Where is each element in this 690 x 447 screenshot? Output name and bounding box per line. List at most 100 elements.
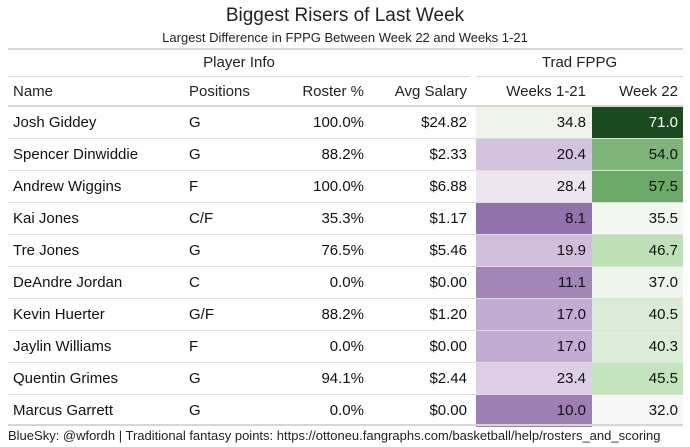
table-row: Kai Jones C/F 35.3% $1.17 8.1 35.5 <box>8 203 683 235</box>
weeks-1-21-color-fill <box>476 235 592 267</box>
week-22-color-fill <box>592 107 683 139</box>
row-divider <box>8 266 683 267</box>
player-name-cell: Spencer Dinwiddie <box>13 146 139 163</box>
weeks-1-21-cell: 23.4 <box>556 370 586 387</box>
weeks-1-21-cell: 28.4 <box>556 178 586 195</box>
week-22-color-fill <box>592 203 683 235</box>
player-name-cell: Marcus Garrett <box>13 402 114 419</box>
week-22-cell: 57.5 <box>648 178 678 195</box>
salary-cell: $0.00 <box>429 274 467 291</box>
bottom-rule <box>8 424 683 426</box>
week-22-cell: 71.0 <box>648 114 678 131</box>
player-name-cell: Kai Jones <box>13 210 79 227</box>
column-header-name: Name <box>13 83 54 100</box>
column-header-roster: Roster % <box>302 83 364 100</box>
weeks-1-21-color-fill <box>476 171 592 203</box>
salary-cell: $0.00 <box>429 338 467 355</box>
player-name-cell: Tre Jones <box>13 242 80 259</box>
weeks-1-21-cell: 10.0 <box>556 402 586 419</box>
salary-cell: $2.33 <box>429 146 467 163</box>
roster-cell: 94.1% <box>321 370 364 387</box>
row-divider <box>8 362 683 363</box>
column-header-week22: Week 22 <box>619 83 678 100</box>
positions-cell: C/F <box>189 210 214 227</box>
weeks-1-21-color-fill <box>476 107 592 139</box>
row-divider <box>8 330 683 331</box>
table-footer: BlueSky: @wfordh | Traditional fantasy p… <box>8 428 661 443</box>
group-rule-player-info <box>8 76 470 77</box>
column-header-salary: Avg Salary <box>394 83 467 100</box>
table-row: Jaylin Williams F 0.0% $0.00 17.0 40.3 <box>8 331 683 363</box>
week-22-cell: 46.7 <box>648 242 678 259</box>
roster-cell: 88.2% <box>321 146 364 163</box>
table-row: Josh Giddey G 100.0% $24.82 34.8 71.0 <box>8 107 683 139</box>
week-22-cell: 54.0 <box>648 146 678 163</box>
weeks-1-21-cell: 17.0 <box>556 306 586 323</box>
salary-cell: $1.20 <box>429 306 467 323</box>
weeks-1-21-color-fill <box>476 203 592 235</box>
row-divider <box>8 138 683 139</box>
weeks-1-21-cell: 19.9 <box>556 242 586 259</box>
positions-cell: G/F <box>189 306 214 323</box>
weeks-1-21-cell: 8.1 <box>565 210 586 227</box>
week-22-color-fill <box>592 299 683 331</box>
week-22-color-fill <box>592 235 683 267</box>
week-22-color-fill <box>592 395 683 427</box>
weeks-1-21-color-fill <box>476 363 592 395</box>
table-row: DeAndre Jordan C 0.0% $0.00 11.1 37.0 <box>8 267 683 299</box>
salary-cell: $6.88 <box>429 178 467 195</box>
roster-cell: 100.0% <box>313 114 364 131</box>
row-divider <box>8 170 683 171</box>
salary-cell: $0.00 <box>429 402 467 419</box>
weeks-1-21-cell: 20.4 <box>556 146 586 163</box>
roster-cell: 0.0% <box>329 402 364 419</box>
table-row: Quentin Grimes G 94.1% $2.44 23.4 45.5 <box>8 363 683 395</box>
week-22-cell: 32.0 <box>648 402 678 419</box>
row-divider <box>8 234 683 235</box>
group-rule-trad-fppg <box>476 76 683 77</box>
group-header-player-info: Player Info <box>203 54 275 71</box>
roster-cell: 76.5% <box>321 242 364 259</box>
salary-cell: $5.46 <box>429 242 467 259</box>
player-name-cell: Jaylin Williams <box>13 338 112 355</box>
group-header-trad-fppg: Trad FPPG <box>541 54 618 71</box>
week-22-color-fill <box>592 363 683 395</box>
roster-cell: 100.0% <box>313 178 364 195</box>
weeks-1-21-color-fill <box>476 395 592 427</box>
table-row: Kevin Huerter G/F 88.2% $1.20 17.0 40.5 <box>8 299 683 331</box>
positions-cell: G <box>189 402 201 419</box>
weeks-1-21-color-fill <box>476 299 592 331</box>
player-name-cell: Andrew Wiggins <box>13 178 122 195</box>
column-header-positions: Positions <box>189 83 250 100</box>
positions-cell: F <box>189 178 199 195</box>
positions-cell: C <box>189 274 200 291</box>
positions-cell: G <box>189 242 201 259</box>
weeks-1-21-cell: 34.8 <box>556 114 586 131</box>
week-22-cell: 40.5 <box>648 306 678 323</box>
header-rule <box>8 105 683 107</box>
player-name-cell: DeAndre Jordan <box>13 274 123 291</box>
roster-cell: 88.2% <box>321 306 364 323</box>
row-divider <box>8 394 683 395</box>
weeks-1-21-cell: 17.0 <box>556 338 586 355</box>
player-name-cell: Kevin Huerter <box>13 306 105 323</box>
salary-cell: $24.82 <box>421 114 467 131</box>
table-row: Tre Jones G 76.5% $5.46 19.9 46.7 <box>8 235 683 267</box>
roster-cell: 0.0% <box>329 274 364 291</box>
row-divider <box>8 202 683 203</box>
positions-cell: G <box>189 146 201 163</box>
weeks-1-21-color-fill <box>476 139 592 171</box>
week-22-cell: 35.5 <box>648 210 678 227</box>
positions-cell: F <box>189 338 199 355</box>
week-22-color-fill <box>592 139 683 171</box>
table-row: Spencer Dinwiddie G 88.2% $2.33 20.4 54.0 <box>8 139 683 171</box>
positions-cell: G <box>189 114 201 131</box>
weeks-1-21-color-fill <box>476 267 592 299</box>
salary-cell: $1.17 <box>429 210 467 227</box>
table-row: Andrew Wiggins F 100.0% $6.88 28.4 57.5 <box>8 171 683 203</box>
week-22-color-fill <box>592 331 683 363</box>
player-name-cell: Quentin Grimes <box>13 370 119 387</box>
weeks-1-21-cell: 11.1 <box>557 274 586 291</box>
week-22-color-fill <box>592 267 683 299</box>
roster-cell: 35.3% <box>321 210 364 227</box>
